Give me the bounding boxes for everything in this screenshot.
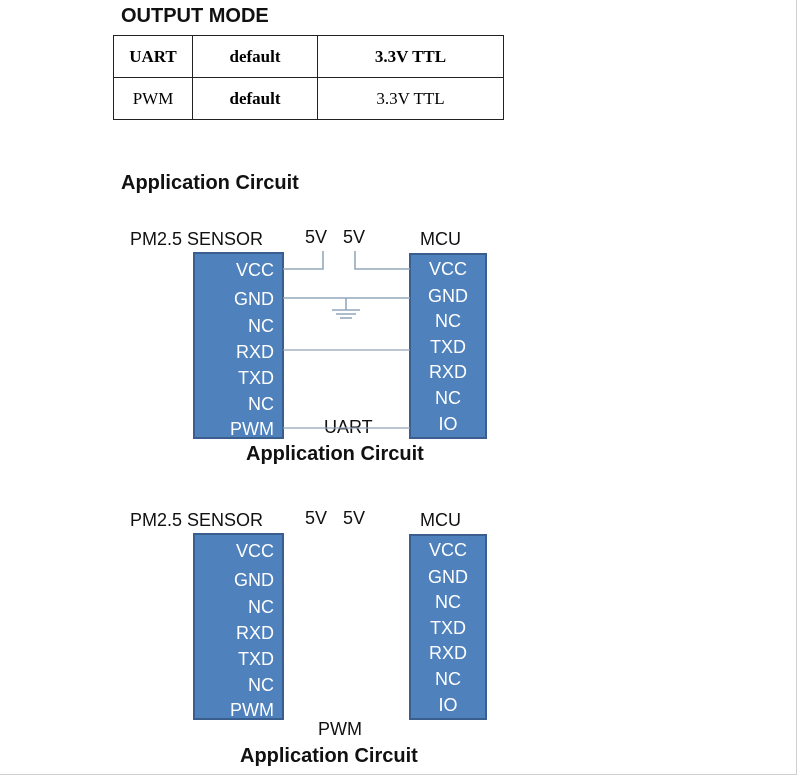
diagram-caption: Application Circuit <box>240 745 418 767</box>
sensor-pin-label: PWM <box>230 700 274 720</box>
sensor-pin-label: NC <box>248 394 274 414</box>
sensor-title: PM2.5 SENSOR <box>130 510 264 530</box>
mode-label: UART <box>324 417 373 437</box>
mcu-pin-label: TXD <box>430 337 466 357</box>
sensor-pin-label: TXD <box>238 368 274 388</box>
mcu-pin-label: NC <box>435 388 461 408</box>
diagram-caption: Application Circuit <box>246 443 424 465</box>
mcu-pin-label: NC <box>435 311 461 331</box>
mcu-pin-label: IO <box>438 695 458 715</box>
sensor-pin-label: NC <box>248 675 274 695</box>
sensor-pin-label: VCC <box>235 541 274 561</box>
sensor-pin-label: PWM <box>230 419 274 439</box>
mcu-pin-label: RXD <box>428 643 467 663</box>
supply-label-left: 5V <box>305 508 328 528</box>
vcc-wire-mcu <box>354 251 410 270</box>
table-cell: 3.3V TTL <box>317 77 504 120</box>
mcu-chip <box>409 253 487 439</box>
mcu-pin-label: GND <box>428 286 468 306</box>
table-row: PWM default 3.3V TTL <box>113 77 504 120</box>
mcu-pin-label: NC <box>435 669 461 689</box>
mcu-pin-label: IO <box>438 414 458 434</box>
table-cell: default <box>192 77 318 120</box>
sensor-pin-label: RXD <box>235 623 274 643</box>
table-cell: UART <box>113 35 193 78</box>
sensor-pin-label: GND <box>234 570 274 590</box>
mcu-pin-label: NC <box>435 592 461 612</box>
sensor-pin-label: VCC <box>235 260 274 280</box>
mode-label: PWM <box>318 719 362 739</box>
vcc-wire-sensor <box>283 251 324 270</box>
mcu-title: MCU <box>420 510 461 530</box>
table-cell: 3.3V TTL <box>317 35 504 78</box>
sensor-pin-label: NC <box>248 597 274 617</box>
mcu-chip <box>409 534 487 720</box>
table-cell: default <box>192 35 318 78</box>
mcu-title: MCU <box>420 229 461 249</box>
table-cell: PWM <box>113 77 193 120</box>
sensor-pin-label: RXD <box>235 342 274 362</box>
output-mode-table: UART default 3.3V TTL PWM default 3.3V T… <box>113 35 504 120</box>
sensor-pin-label: NC <box>248 316 274 336</box>
sensor-pin-label: GND <box>234 289 274 309</box>
mcu-pin-label: GND <box>428 567 468 587</box>
output-mode-heading: OUTPUT MODE <box>121 5 269 27</box>
supply-label-right: 5V <box>343 508 366 528</box>
supply-label-left: 5V <box>305 227 328 247</box>
sensor-chip <box>193 533 284 720</box>
mcu-pin-label: VCC <box>428 540 467 560</box>
table-row: UART default 3.3V TTL <box>113 35 504 78</box>
sensor-title: PM2.5 SENSOR <box>130 229 264 249</box>
sensor-chip <box>193 252 284 439</box>
mcu-pin-label: VCC <box>428 259 467 279</box>
supply-label-right: 5V <box>343 227 366 247</box>
mcu-pin-label: TXD <box>430 618 466 638</box>
section-title: Application Circuit <box>121 172 299 194</box>
mcu-pin-label: RXD <box>428 362 467 382</box>
sensor-pin-label: TXD <box>238 649 274 669</box>
